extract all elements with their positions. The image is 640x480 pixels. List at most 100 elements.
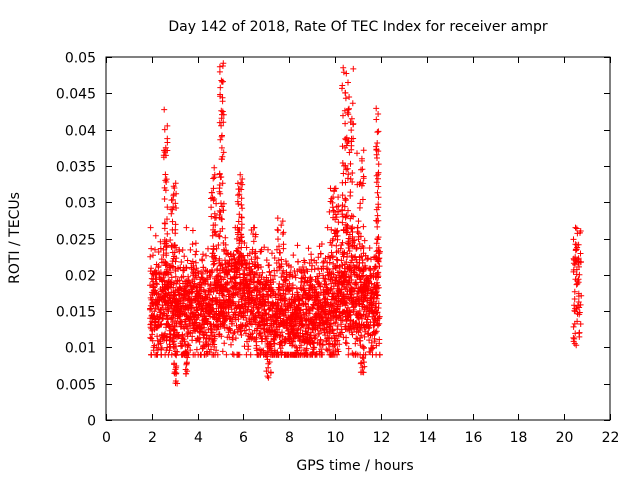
- data-point: [172, 350, 179, 357]
- data-point: [573, 225, 580, 232]
- data-point: [179, 247, 186, 253]
- data-point: [183, 265, 190, 272]
- data-point: [334, 323, 341, 329]
- data-point: [208, 346, 214, 353]
- data-point: [216, 182, 223, 188]
- data-point: [161, 196, 168, 202]
- data-point: [161, 236, 168, 243]
- data-point: [189, 299, 196, 306]
- data-point: [166, 278, 173, 285]
- data-point: [172, 221, 179, 228]
- data-point: [333, 332, 340, 339]
- data-point: [157, 245, 164, 252]
- data-point: [163, 260, 170, 267]
- data-point: [373, 217, 380, 224]
- data-point: [261, 244, 268, 251]
- data-point: [236, 351, 243, 358]
- data-point: [195, 301, 202, 308]
- data-point: [280, 281, 287, 288]
- data-point: [334, 337, 341, 344]
- data-point: [209, 329, 216, 336]
- y-tick-label: 0.03: [65, 196, 96, 212]
- data-point: [270, 279, 277, 285]
- data-point: [342, 95, 349, 102]
- data-point: [147, 282, 153, 289]
- x-tick-label: 8: [285, 430, 294, 446]
- data-point: [296, 344, 303, 351]
- data-point: [280, 245, 287, 252]
- data-point: [373, 143, 380, 150]
- data-point: [160, 154, 167, 161]
- data-point: [218, 200, 224, 207]
- data-point: [297, 327, 304, 333]
- data-point: [577, 301, 584, 308]
- data-point: [576, 263, 582, 270]
- data-point: [574, 318, 581, 325]
- data-point: [187, 347, 194, 354]
- data-point: [316, 270, 323, 277]
- data-point: [279, 329, 285, 336]
- data-point: [289, 273, 296, 280]
- data-point: [311, 344, 318, 351]
- data-point: [255, 304, 262, 311]
- data-point: [286, 280, 293, 287]
- data-point: [243, 277, 250, 284]
- data-point: [350, 135, 357, 142]
- data-point: [312, 334, 319, 341]
- data-point: [172, 343, 179, 350]
- data-point: [282, 277, 289, 284]
- data-point: [315, 265, 322, 272]
- data-point: [375, 194, 382, 201]
- data-point: [193, 346, 200, 353]
- data-point: [326, 346, 333, 353]
- data-point: [271, 272, 278, 279]
- data-point: [214, 351, 221, 358]
- data-point: [219, 108, 226, 115]
- data-point: [158, 346, 165, 353]
- data-point: [199, 257, 206, 264]
- data-point: [182, 370, 189, 377]
- data-point: [178, 259, 185, 265]
- data-point: [343, 334, 350, 341]
- data-point: [205, 245, 211, 252]
- data-point: [219, 78, 225, 85]
- data-point: [256, 330, 263, 337]
- data-point: [163, 268, 170, 275]
- data-point: [352, 253, 359, 260]
- data-point: [326, 208, 333, 215]
- data-point: [192, 251, 199, 258]
- data-point: [275, 236, 281, 243]
- data-point: [216, 207, 223, 214]
- data-point: [249, 307, 256, 314]
- data-point: [341, 203, 348, 210]
- y-axis: 0 0.005 0.01 0.015 0.02 0.025 0.03 0.035 0.04 0.0…: [56, 51, 610, 430]
- data-point: [374, 189, 381, 196]
- data-point: [369, 345, 376, 352]
- data-point: [218, 333, 225, 340]
- x-axis-label: GPS time / hours: [296, 458, 413, 474]
- data-point: [231, 283, 238, 290]
- data-point: [358, 312, 364, 319]
- data-point: [218, 77, 225, 84]
- data-point: [346, 235, 353, 242]
- data-point: [220, 111, 227, 118]
- data-point: [360, 345, 367, 352]
- data-point: [218, 215, 225, 222]
- data-point: [155, 249, 162, 255]
- data-point: [168, 197, 175, 204]
- data-point: [158, 344, 165, 351]
- data-point: [207, 273, 214, 280]
- data-point: [206, 335, 213, 342]
- data-point: [226, 334, 233, 341]
- data-point: [220, 207, 227, 214]
- data-point: [181, 253, 188, 260]
- data-point: [164, 230, 171, 237]
- data-point: [313, 259, 320, 266]
- data-point: [252, 231, 259, 238]
- data-point: [149, 337, 156, 344]
- y-tick-label: 0.025: [56, 233, 96, 249]
- data-point: [238, 238, 245, 245]
- data-point: [266, 268, 273, 275]
- data-point: [359, 369, 366, 376]
- data-point: [250, 238, 257, 245]
